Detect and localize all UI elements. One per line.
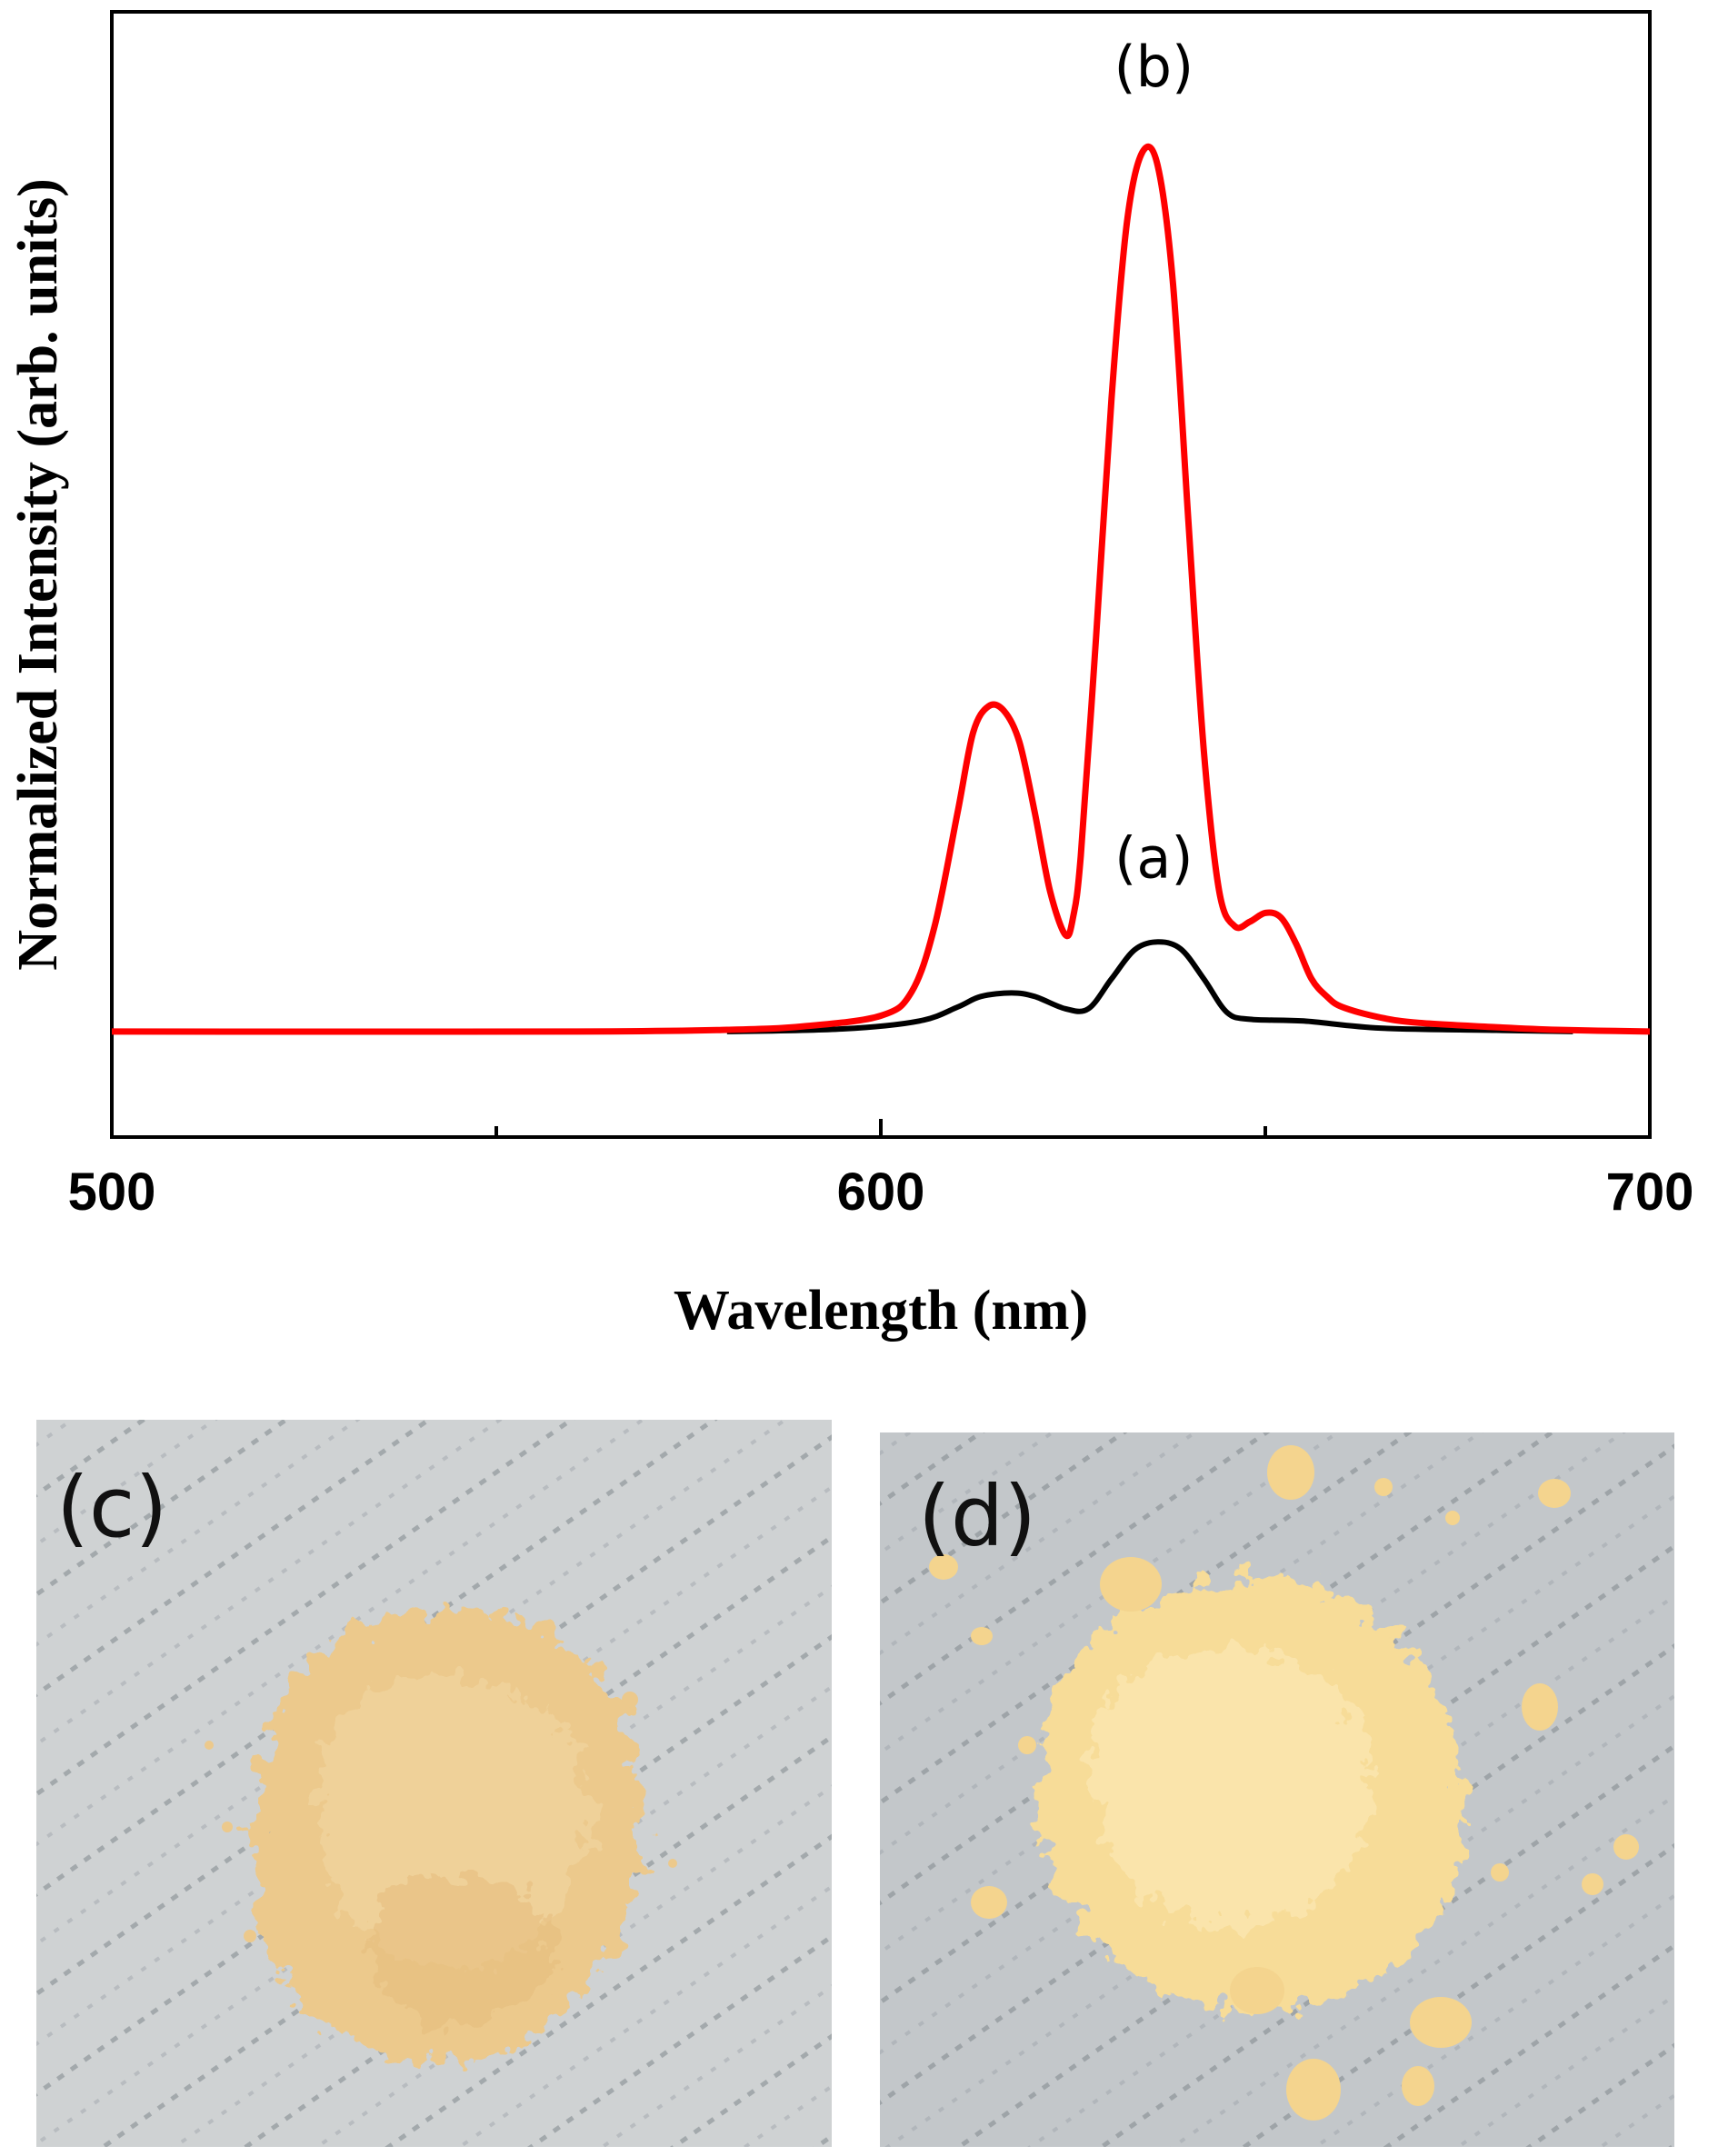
x-axis-ticks [110,1119,1652,1137]
powder-pile-d [929,1445,1639,2121]
curve-annotations: (a) (b) [1114,34,1194,891]
x-axis-tick-labels: 500 600 700 [68,1163,1694,1222]
powder-pile-c [205,1607,677,2064]
photo-panel-c: (c) [36,1420,832,2147]
plot-frame [110,10,1652,1139]
series-line-b [111,143,1651,1035]
photo-label-c: (c) [56,1459,167,1556]
x-axis-title: Wavelength (nm) [674,1280,1088,1342]
curve-label-b: (b) [1114,34,1194,100]
series-layer [111,143,1651,1035]
photo-panel-d: (d) [880,1432,1674,2147]
curve-label-a: (a) [1114,825,1193,892]
x-tick-label: 600 [837,1163,925,1222]
series-line-a [726,939,1573,1034]
photo-label-d: (d) [918,1468,1036,1565]
x-tick-label: 700 [1606,1163,1694,1222]
x-tick-label: 500 [68,1163,156,1222]
y-axis-title: Normalized Intensity (arb. units) [7,178,69,970]
